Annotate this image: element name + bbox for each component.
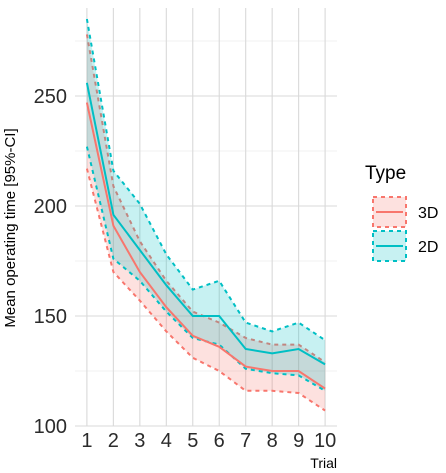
- y-tick-labels: 100 150 200 250: [34, 86, 67, 438]
- y-tick-label: 200: [34, 196, 67, 218]
- x-tick-labels: 1 2 3 4 5 6 7 8 9 10: [81, 430, 336, 452]
- y-axis-title: Mean operating time [95%-CI]: [2, 128, 19, 327]
- grid-layer: [75, 8, 337, 427]
- mean-line-2d: [85, 82, 326, 366]
- x-tick-label: 3: [134, 430, 145, 452]
- legend-label-3d: 3D: [418, 205, 438, 222]
- mean-line-3d: [85, 102, 326, 390]
- x-tick-label: 10: [314, 430, 336, 452]
- legend: Type 3D 2D: [365, 163, 438, 262]
- x-tick-label: 7: [240, 430, 251, 452]
- y-tick-label: 100: [34, 416, 67, 438]
- mean-line-layer: [85, 82, 326, 390]
- x-axis-title: Trial: [310, 455, 337, 471]
- ci-ribbon-layer: [85, 18, 326, 412]
- x-tick-label: 5: [187, 430, 198, 452]
- legend-label-2d: 2D: [418, 239, 438, 256]
- x-tick-label: 4: [161, 430, 172, 452]
- legend-item-2d: 2D: [372, 230, 438, 262]
- x-tick-label: 1: [81, 430, 92, 452]
- x-tick-label: 9: [293, 430, 304, 452]
- x-tick-label: 6: [214, 430, 225, 452]
- x-tick-label: 2: [108, 430, 119, 452]
- ci-upper-line-2d: [85, 18, 326, 342]
- ci-upper-line-3d: [85, 34, 326, 364]
- ci-ribbon-2d: [86, 19, 326, 391]
- x-tick-label: 8: [267, 430, 278, 452]
- y-tick-label: 150: [34, 306, 67, 328]
- y-tick-label: 250: [34, 86, 67, 108]
- legend-title: Type: [365, 163, 406, 184]
- legend-item-3d: 3D: [372, 196, 438, 228]
